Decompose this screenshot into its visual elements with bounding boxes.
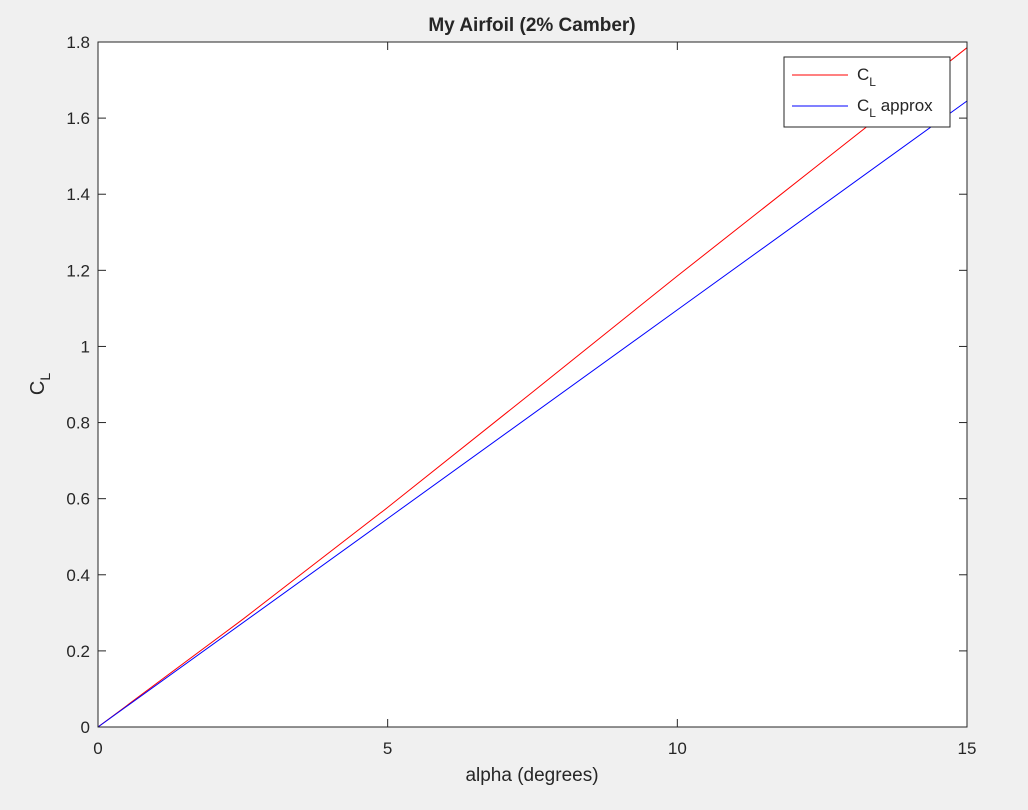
y-tick-label: 0: [81, 718, 90, 737]
x-axis-label: alpha (degrees): [465, 765, 598, 786]
y-tick-label: 0.6: [66, 490, 90, 509]
y-axis-label: CL: [27, 373, 53, 395]
y-tick-label: 1.6: [66, 109, 90, 128]
axes-box: [97, 41, 968, 728]
y-tick-label: 0.8: [66, 414, 90, 433]
axis-ticks: 0 5 10 15 0 0.2 0.4 0.6 0.8 1 1.2 1.4 1.6 1.8: [66, 33, 976, 758]
legend[interactable]: CL CL approx: [783, 56, 951, 128]
axes-background: [98, 42, 967, 727]
y-tick-label: 1.4: [66, 185, 90, 204]
y-tick-label: 1.2: [66, 261, 90, 280]
y-tick-label: 0.2: [66, 642, 90, 661]
x-tick-label: 5: [383, 739, 392, 758]
plot-lines: [97, 47, 968, 728]
y-tick-label: 1.8: [66, 33, 90, 52]
x-tick-label: 0: [93, 739, 102, 758]
chart-title: My Airfoil (2% Camber): [428, 15, 635, 36]
y-tick-label: 1: [81, 337, 90, 356]
x-tick-label: 15: [958, 739, 977, 758]
series-line-cl: [97, 47, 968, 728]
legend-box: [783, 56, 951, 128]
x-tick-label: 10: [668, 739, 687, 758]
y-tick-label: 0.4: [66, 566, 90, 585]
series-line-cl-approx: [97, 100, 968, 728]
